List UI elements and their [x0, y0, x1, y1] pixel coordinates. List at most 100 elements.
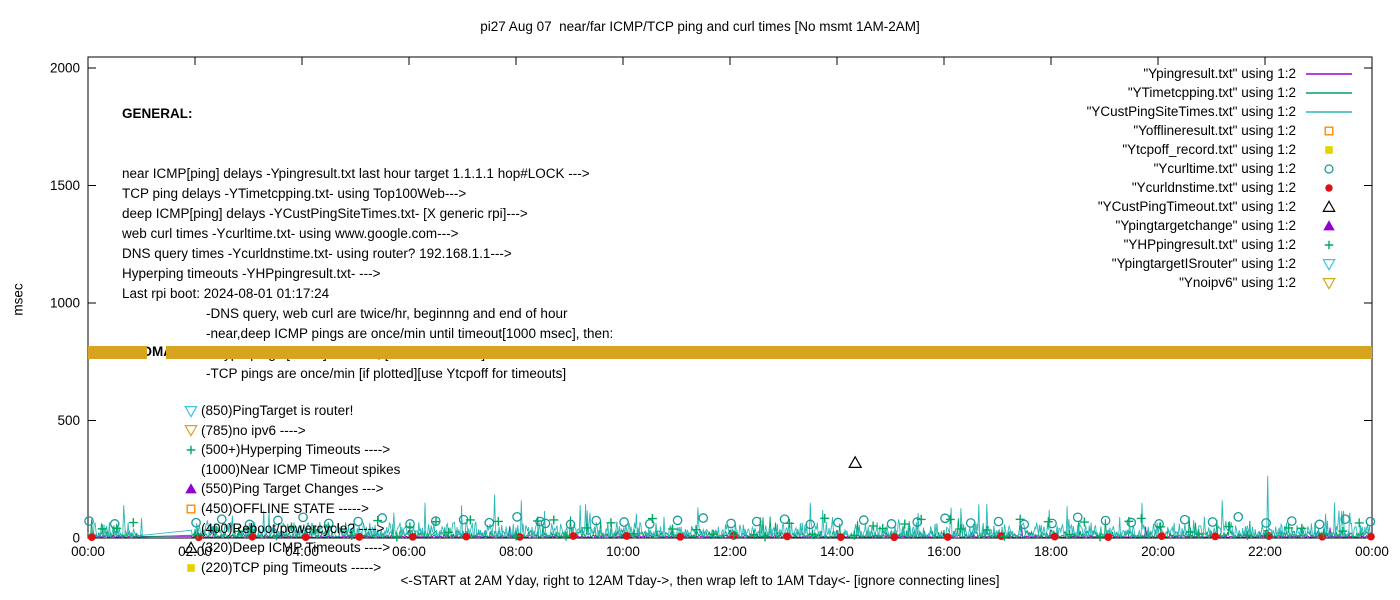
y-tick-label: 500: [57, 413, 80, 428]
curl-time-marker: [1314, 519, 1325, 530]
plus-marker: [549, 515, 559, 525]
y-axis-label: msec: [10, 283, 26, 316]
curl-time-marker: [1179, 514, 1190, 525]
anomaly-text: (400)Reboot/powercycle? ---->: [201, 520, 385, 536]
plus-marker: [211, 525, 221, 535]
plus-marker: [443, 527, 453, 537]
series: [84, 455, 1376, 542]
general-line: TCP ping delays -YTimetcpping.txt- using…: [122, 186, 467, 201]
curl-time-marker: [565, 519, 576, 530]
square-filled-marker: [187, 563, 195, 572]
square-open-marker: [186, 504, 196, 514]
plus-marker: [691, 525, 701, 535]
general-indented-line: -near,deep ICMP pings are once/min until…: [206, 326, 614, 341]
plus-marker: [868, 521, 878, 531]
legend-label: "YCustPingSiteTimes.txt" using 1:2: [1086, 104, 1296, 119]
anomaly-square-open-icon: [186, 504, 196, 514]
plus-marker: [820, 513, 830, 523]
legend-label: "YHPpingresult.txt" using 1:2: [1123, 237, 1296, 252]
legend-label: "Ypingresult.txt" using 1:2: [1143, 66, 1296, 81]
plus-marker: [760, 532, 770, 542]
dns-time-marker: [1325, 183, 1333, 192]
x-tick-label: 02:00: [178, 544, 212, 559]
plus-marker: [807, 529, 817, 539]
x-tick-label: 12:00: [713, 544, 747, 559]
plus-marker: [729, 530, 739, 540]
legend-circle-filled-icon: [1325, 183, 1333, 192]
plus-marker: [1324, 240, 1334, 249]
anomaly-plus-icon: [186, 445, 196, 455]
curl-time-marker: [1365, 516, 1376, 527]
x-tick-label: 16:00: [927, 544, 961, 559]
anomaly-text: (500+)Hyperping Timeouts ---->: [201, 442, 391, 458]
curl-time-marker: [1072, 512, 1083, 523]
legend-entry: "YTimetcpping.txt" using 1:2: [1087, 83, 1358, 102]
curl-time-marker: [858, 515, 869, 525]
dns-time-marker: [1264, 532, 1273, 540]
legend-label: "Ycurldnstime.txt" using 1:2: [1131, 180, 1296, 195]
dns-time-marker: [1157, 532, 1166, 540]
legend-triangle-down-open-icon: [1322, 258, 1336, 271]
legend-entry: "YpingtargetISrouter" using 1:2: [1087, 254, 1358, 273]
curl-time-marker: [273, 515, 283, 526]
curl-time-marker: [779, 514, 790, 525]
plus-marker: [561, 531, 571, 541]
x-tick-label: 18:00: [1034, 544, 1068, 559]
plus-marker: [1136, 513, 1146, 523]
legend-entry: "Ypingtargetchange" using 1:2: [1087, 216, 1358, 235]
dns-time-marker: [355, 533, 364, 541]
curl-time-marker: [353, 516, 364, 527]
plus-marker: [112, 523, 122, 533]
general-line: Last rpi boot: 2024-08-01 01:17:24: [122, 286, 330, 301]
plus-marker: [286, 522, 296, 532]
legend-plus-icon: [1324, 240, 1334, 249]
curl-time-marker: [484, 517, 495, 528]
legend-entry: "Ypingresult.txt" using 1:2: [1087, 64, 1358, 83]
anomaly-text: (450)OFFLINE STATE ----->: [201, 500, 369, 516]
general-line: near ICMP[ping] delays -Ypingresult.txt …: [122, 166, 590, 181]
y-tick-label: 0: [72, 531, 80, 546]
chart-title: pi27 Aug 07 near/far ICMP/TCP ping and c…: [480, 19, 920, 34]
legend-label: "Ynoipv6" using 1:2: [1179, 275, 1296, 290]
plus-marker: [128, 518, 138, 528]
triangle-down-marker: [1322, 277, 1336, 290]
dns-time-marker: [783, 532, 792, 541]
curl-time-marker: [191, 517, 201, 528]
plus-marker: [1043, 517, 1053, 527]
plus-marker: [878, 524, 888, 534]
curl-time-marker: [1286, 516, 1297, 526]
anomaly-item: (785)no ipv6 ---->: [184, 421, 400, 441]
plus-marker: [1194, 529, 1204, 539]
curl-time-marker: [1261, 518, 1271, 528]
general-indented-line: -TCP pings are once/min [if plotted][use…: [206, 366, 567, 381]
dns-time-marker: [1367, 532, 1375, 541]
legend-entry: "YCustPingSiteTimes.txt" using 1:2: [1087, 102, 1358, 121]
anomaly-triangle-down-open-icon: [184, 405, 198, 418]
curl-time-marker: [216, 514, 227, 525]
plus-marker: [606, 518, 616, 528]
anomaly-text: (850)PingTarget is router!: [201, 402, 354, 418]
curl-time-marker: [672, 515, 683, 526]
plus-marker: [493, 516, 503, 526]
legend-triangle-open-icon: [1322, 199, 1336, 212]
plus-marker: [323, 522, 333, 532]
plus-marker: [246, 525, 256, 535]
curl-time-marker: [940, 513, 950, 524]
curl-time-marker: [833, 517, 843, 528]
curl-time-marker: [109, 519, 120, 529]
curl-time-marker: [619, 517, 629, 527]
anomaly-text: (320)Deep ICMP Timeouts ---->: [201, 540, 391, 556]
curl-time-marker: [591, 515, 602, 526]
legend-label: "YTimetcpping.txt" using 1:2: [1127, 85, 1296, 100]
legend-entry: "Yofflineresult.txt" using 1:2: [1087, 121, 1358, 140]
dns-time-marker: [1050, 532, 1059, 541]
plus-marker: [900, 519, 910, 529]
plus-marker: [1185, 527, 1195, 537]
plus-marker: [1124, 516, 1134, 526]
curl-time-marker: [1126, 517, 1137, 528]
anomaly-text: (550)Ping Target Changes --->: [201, 481, 384, 497]
triangle-down-marker: [184, 425, 198, 438]
plus-marker: [1338, 526, 1348, 536]
curl-time-marker: [805, 519, 816, 530]
